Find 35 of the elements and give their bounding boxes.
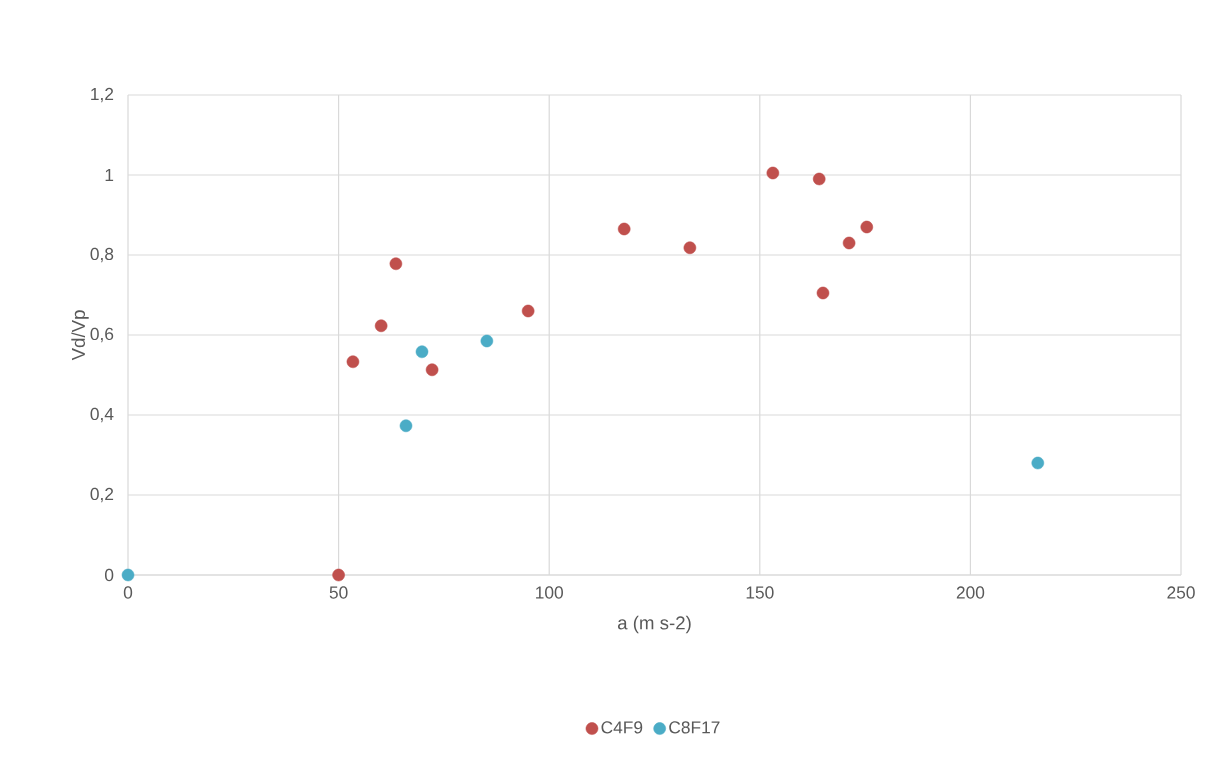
x-tick-label: 0 xyxy=(123,586,133,599)
point xyxy=(399,419,413,433)
point xyxy=(860,220,874,234)
point xyxy=(121,568,135,582)
y-tick-label: 0,6 xyxy=(90,327,114,343)
y-tick-label: 0,2 xyxy=(90,487,114,503)
point xyxy=(816,286,830,300)
point xyxy=(425,363,439,377)
y-tick-label: 1,2 xyxy=(91,87,114,103)
legend-label: C8F17 xyxy=(669,721,720,734)
point xyxy=(521,304,535,318)
point xyxy=(374,319,388,333)
point xyxy=(766,166,780,180)
point xyxy=(1031,456,1045,470)
y-axis-title: Vd/Vp xyxy=(71,310,89,361)
point xyxy=(332,568,345,582)
point xyxy=(389,257,403,271)
point xyxy=(480,334,494,348)
x-tick-label: 50 xyxy=(329,586,348,599)
point xyxy=(415,345,429,359)
y-tick-label: 0 xyxy=(104,568,114,582)
point xyxy=(346,355,360,369)
legend-label: C4F9 xyxy=(601,721,643,734)
x-tick-label: 150 xyxy=(746,586,774,599)
x-tick-label: 200 xyxy=(956,586,985,599)
x-tick-label: 100 xyxy=(536,586,563,599)
y-tick-label: 0,4 xyxy=(90,407,114,423)
x-tick-label: 250 xyxy=(1167,586,1195,599)
point xyxy=(812,172,826,186)
point xyxy=(683,241,697,255)
x-axis-title: a (m s-2) xyxy=(617,615,691,634)
point xyxy=(842,236,856,250)
point xyxy=(617,222,631,236)
y-tick-label: 0,8 xyxy=(90,247,114,263)
y-tick-label: 1 xyxy=(105,169,114,181)
